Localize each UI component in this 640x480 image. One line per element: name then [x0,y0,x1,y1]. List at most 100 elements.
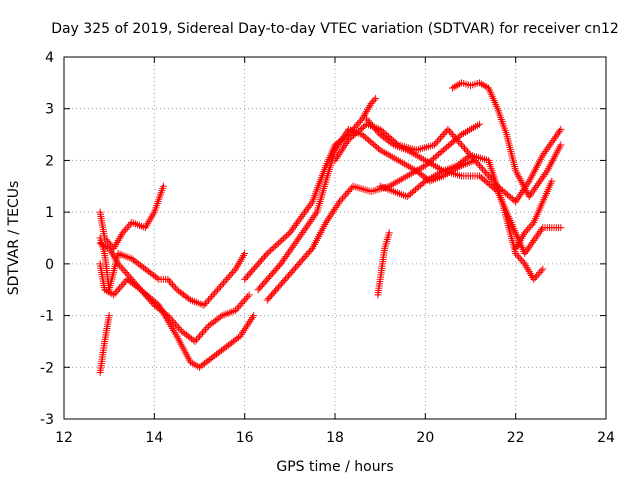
data-point [250,312,258,320]
data-point [117,282,125,290]
data-point [447,129,455,137]
data-point [515,253,523,261]
data-point [476,120,484,128]
data-point [439,131,447,139]
data-point [476,79,484,87]
data-point [279,235,287,243]
data-point [242,294,250,302]
data-point [209,291,217,299]
data-point [105,239,113,247]
data-point [454,81,462,89]
data-point [271,242,279,250]
data-point [557,141,565,149]
data-point [343,189,351,197]
data-point [190,360,198,368]
data-point [186,358,194,366]
series-satellite-track-m [448,79,565,201]
data-point [482,168,490,176]
data-point [200,327,208,335]
data-point [518,256,526,264]
data-point [438,132,446,140]
data-point [388,140,396,148]
data-point [200,301,208,309]
data-point [370,96,378,104]
data-point [218,281,226,289]
data-point [369,122,377,130]
data-point [105,312,113,320]
data-point [373,127,381,135]
data-point [454,137,462,145]
data-point [263,250,271,258]
data-point [479,81,487,89]
data-point [340,193,348,201]
data-point [122,268,130,276]
data-point [537,267,545,275]
data-point [114,286,122,294]
data-point [307,200,315,208]
data-point [230,267,238,275]
x-axis-title: GPS time / hours [276,459,393,475]
series-satellite-track-b [96,239,253,345]
data-point [159,182,167,190]
data-point [214,286,222,294]
data-point [444,125,452,133]
data-point [522,227,530,235]
data-point [287,227,295,235]
data-point [199,329,207,337]
data-point [363,115,371,123]
data-point [234,334,242,342]
data-point [477,80,485,88]
data-point [236,301,244,309]
x-tick-label: 20 [416,430,434,446]
data-point [557,125,565,133]
data-point [265,248,273,256]
data-point [345,187,353,195]
data-point [483,170,491,178]
data-point [385,229,393,237]
data-point [96,239,104,247]
data-point [445,127,453,135]
data-point [273,241,281,249]
data-point [298,212,306,220]
data-point [539,265,547,273]
data-point [167,279,175,287]
data-point [110,291,118,299]
data-point [119,281,127,289]
data-point [104,288,112,296]
y-tick-label: 3 [45,102,54,118]
data-point [239,298,247,306]
data-point [284,230,292,238]
data-point [170,282,178,290]
data-point [435,136,443,144]
data-point [296,214,304,222]
data-point [197,331,205,339]
data-point [268,245,276,253]
data-point [354,120,362,128]
data-point [479,165,487,173]
data-point [524,225,532,233]
data-point [194,334,202,342]
data-point [364,117,372,125]
data-point [337,196,345,204]
series-satellite-track-d [96,312,113,376]
data-point [474,160,482,168]
data-point [357,117,365,125]
data-point [122,225,130,233]
data-point [119,265,127,273]
data-point [306,201,314,209]
data-point [367,120,375,128]
data-point [375,145,383,153]
data-point [451,134,459,142]
data-point [462,146,470,154]
data-point [116,262,124,270]
data-point [226,272,234,280]
data-point [441,129,449,137]
data-point [527,222,535,230]
data-point [352,122,360,130]
data-point [302,207,310,215]
data-point [336,198,344,206]
data-point [355,119,363,127]
data-point [536,268,544,276]
data-point [266,247,274,255]
